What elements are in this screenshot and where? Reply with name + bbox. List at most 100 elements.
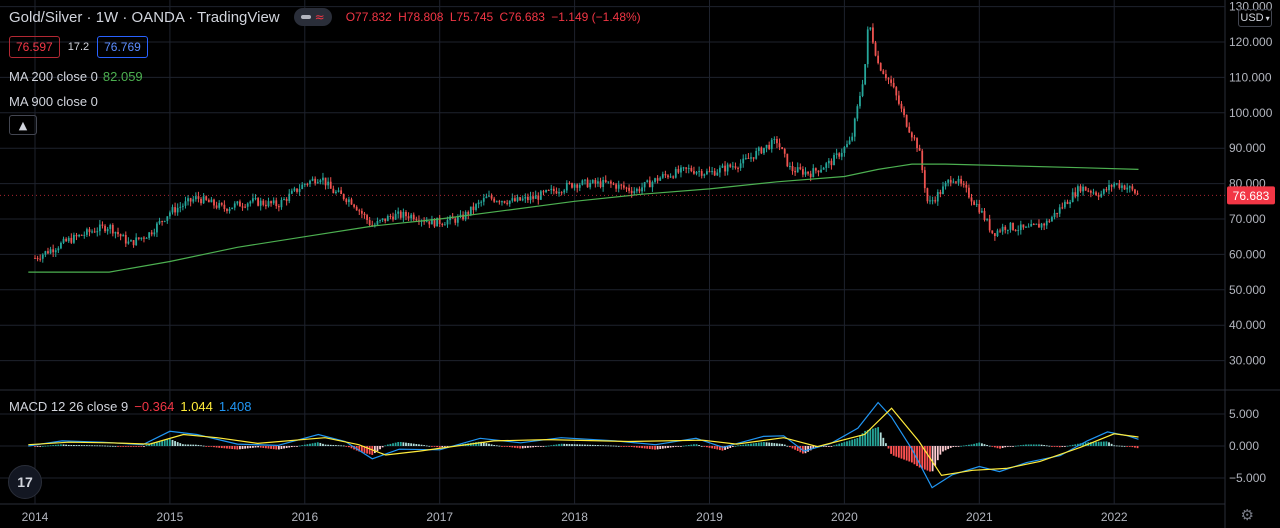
macd-histogram-bar — [718, 446, 721, 451]
macd-histogram-bar — [612, 445, 615, 447]
macd-histogram-bar — [399, 441, 402, 446]
macd-histogram-bar — [384, 445, 387, 447]
candle-body — [60, 242, 62, 249]
candle-body — [272, 200, 275, 204]
macd-histogram-bar — [674, 446, 677, 447]
macd-histogram-bar — [983, 444, 986, 446]
macd-histogram-bar — [1074, 444, 1077, 446]
macd-histogram-bar — [711, 446, 713, 449]
macd-histogram-bar — [184, 444, 187, 446]
candle-body — [796, 167, 799, 173]
candle-body — [825, 163, 828, 168]
macd-histogram-bar — [143, 446, 145, 447]
candle-body — [111, 224, 114, 234]
macd-histogram-bar — [57, 444, 60, 446]
candle-body — [519, 197, 522, 201]
candle-body — [934, 200, 937, 202]
time-tick-label: 2015 — [157, 510, 184, 524]
eye-icon — [300, 15, 311, 19]
ma900-legend[interactable]: MA 900 close 0 — [9, 94, 98, 109]
candle-body — [776, 139, 778, 144]
candle-body — [137, 237, 140, 239]
candle-body — [57, 248, 60, 251]
candle-body — [394, 213, 397, 220]
candle-body — [109, 224, 112, 229]
macd-histogram-bar — [1105, 441, 1108, 446]
macd-tick-label: −5.000 — [1229, 471, 1266, 485]
collapse-legend-button[interactable]: ▲ — [9, 115, 37, 135]
ma200-legend[interactable]: MA 200 close 0 82.059 — [9, 69, 143, 84]
macd-histogram-bar — [475, 442, 477, 446]
visibility-toggle[interactable]: ≈ — [293, 8, 332, 26]
tradingview-logo[interactable]: 17 — [8, 465, 42, 499]
macd-histogram-bar — [794, 446, 797, 450]
candle-body — [731, 166, 734, 168]
price-tick-label: 30.000 — [1229, 354, 1266, 368]
buy-button[interactable]: 76.769 — [97, 36, 148, 58]
candle-body — [542, 191, 545, 193]
macd-histogram-bar — [477, 441, 480, 446]
macd-histogram-bar — [205, 446, 208, 447]
macd-histogram-bar — [342, 445, 345, 447]
macd-histogram-bar — [373, 446, 376, 454]
currency-select[interactable]: USD ▾ — [1238, 9, 1272, 27]
macd-histogram-bar — [903, 446, 905, 460]
candle-body — [495, 201, 498, 203]
macd-legend[interactable]: MACD 12 26 close 9 −0.364 1.044 1.408 — [9, 399, 251, 414]
macd-histogram-bar — [425, 445, 428, 447]
candle-body — [399, 211, 402, 218]
macd-histogram-bar — [965, 445, 968, 446]
candle-body — [581, 180, 584, 185]
macd-histogram-bar — [1115, 445, 1118, 447]
candle-body — [594, 180, 597, 184]
candle-body — [892, 82, 895, 88]
candle-body — [210, 199, 213, 203]
macd-histogram-bar — [571, 444, 573, 446]
macd-histogram-bar — [524, 446, 527, 449]
macd-histogram-bar — [1001, 446, 1004, 448]
settings-gear-icon[interactable]: ⚙ — [1240, 506, 1254, 524]
macd-histogram-bar — [156, 441, 158, 446]
candle-body — [187, 198, 189, 202]
candle-body — [667, 175, 669, 178]
candle-body — [462, 214, 464, 220]
candle-body — [827, 160, 830, 164]
macd-histogram-bar — [568, 444, 571, 446]
candle-body — [88, 229, 91, 233]
candle-body — [552, 188, 555, 192]
candle-body — [80, 234, 83, 236]
candle-body — [270, 201, 272, 204]
candle-body — [851, 136, 854, 141]
macd-histogram-bar — [760, 442, 763, 446]
candle-body — [363, 213, 366, 216]
candle-body — [628, 187, 630, 191]
high-key: H — [398, 10, 407, 24]
symbol-title[interactable]: Gold/Silver · 1W · OANDA · TradingView — [9, 8, 280, 26]
macd-histogram-bar — [1102, 441, 1105, 446]
sell-button[interactable]: 76.597 — [9, 36, 60, 58]
macd-histogram-bar — [897, 446, 900, 458]
macd-histogram-bar — [275, 446, 278, 450]
candle-body — [169, 212, 171, 217]
candle-body — [908, 126, 911, 133]
candle-body — [73, 234, 75, 243]
candle-body — [303, 183, 306, 185]
candle-body — [148, 232, 151, 238]
candle-body — [812, 168, 815, 178]
candle-body — [1074, 192, 1077, 197]
macd-histogram-bar — [1136, 446, 1139, 449]
macd-label: MACD 12 26 close 9 — [9, 399, 129, 414]
macd-histogram-bar — [498, 445, 501, 447]
candle-body — [194, 196, 197, 200]
candle-body — [537, 195, 540, 200]
candle-body — [503, 201, 506, 203]
macd-histogram-bar — [140, 446, 143, 447]
macd-histogram-bar — [428, 445, 431, 447]
candle-body — [739, 163, 742, 169]
change-value: −1.149 (−1.48%) — [551, 10, 641, 24]
candle-body — [786, 153, 789, 167]
price-tick-label: 50.000 — [1229, 283, 1266, 297]
macd-histogram-bar — [91, 445, 93, 447]
time-tick-label: 2020 — [831, 510, 858, 524]
